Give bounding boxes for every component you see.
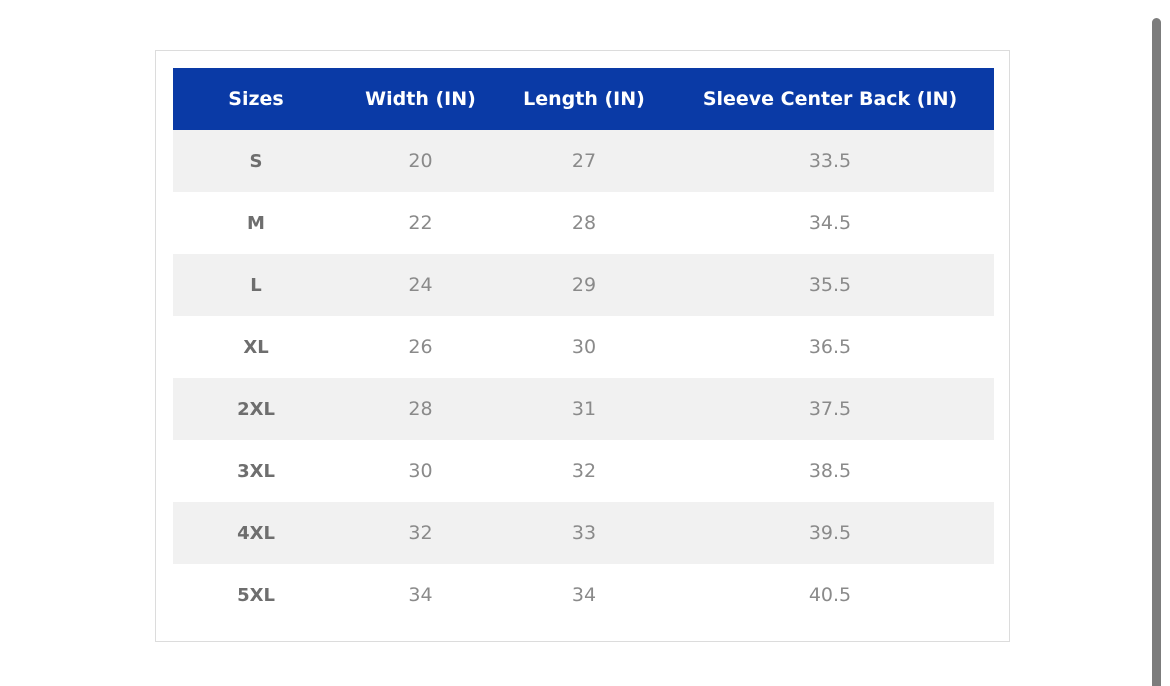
size-chart-card: Sizes Width (IN) Length (IN) Sleeve Cent… <box>155 50 1010 642</box>
table-row: 5XL 34 34 40.5 <box>173 564 994 626</box>
header-sizes: Sizes <box>173 68 339 130</box>
width-cell: 34 <box>339 564 502 626</box>
length-cell: 27 <box>502 130 666 192</box>
width-cell: 32 <box>339 502 502 564</box>
table-row: 4XL 32 33 39.5 <box>173 502 994 564</box>
width-cell: 22 <box>339 192 502 254</box>
size-chart-table: Sizes Width (IN) Length (IN) Sleeve Cent… <box>173 68 994 626</box>
width-cell: 28 <box>339 378 502 440</box>
sleeve-cell: 37.5 <box>666 378 994 440</box>
length-cell: 29 <box>502 254 666 316</box>
size-cell: 2XL <box>173 378 339 440</box>
sleeve-cell: 34.5 <box>666 192 994 254</box>
length-cell: 32 <box>502 440 666 502</box>
sleeve-cell: 33.5 <box>666 130 994 192</box>
size-cell: 3XL <box>173 440 339 502</box>
sleeve-cell: 39.5 <box>666 502 994 564</box>
vertical-scrollbar[interactable] <box>1152 18 1161 686</box>
table-row: 2XL 28 31 37.5 <box>173 378 994 440</box>
length-cell: 34 <box>502 564 666 626</box>
width-cell: 30 <box>339 440 502 502</box>
size-cell: M <box>173 192 339 254</box>
length-cell: 28 <box>502 192 666 254</box>
sleeve-cell: 35.5 <box>666 254 994 316</box>
size-cell: XL <box>173 316 339 378</box>
length-cell: 33 <box>502 502 666 564</box>
width-cell: 26 <box>339 316 502 378</box>
table-row: L 24 29 35.5 <box>173 254 994 316</box>
size-cell: 4XL <box>173 502 339 564</box>
sleeve-cell: 36.5 <box>666 316 994 378</box>
table-row: S 20 27 33.5 <box>173 130 994 192</box>
length-cell: 31 <box>502 378 666 440</box>
width-cell: 20 <box>339 130 502 192</box>
length-cell: 30 <box>502 316 666 378</box>
sleeve-cell: 38.5 <box>666 440 994 502</box>
sleeve-cell: 40.5 <box>666 564 994 626</box>
table-row: M 22 28 34.5 <box>173 192 994 254</box>
size-cell: 5XL <box>173 564 339 626</box>
header-sleeve-center-back: Sleeve Center Back (IN) <box>666 68 994 130</box>
table-row: 3XL 30 32 38.5 <box>173 440 994 502</box>
size-cell: S <box>173 130 339 192</box>
header-width: Width (IN) <box>339 68 502 130</box>
header-length: Length (IN) <box>502 68 666 130</box>
width-cell: 24 <box>339 254 502 316</box>
table-header-row: Sizes Width (IN) Length (IN) Sleeve Cent… <box>173 68 994 130</box>
table-row: XL 26 30 36.5 <box>173 316 994 378</box>
size-cell: L <box>173 254 339 316</box>
